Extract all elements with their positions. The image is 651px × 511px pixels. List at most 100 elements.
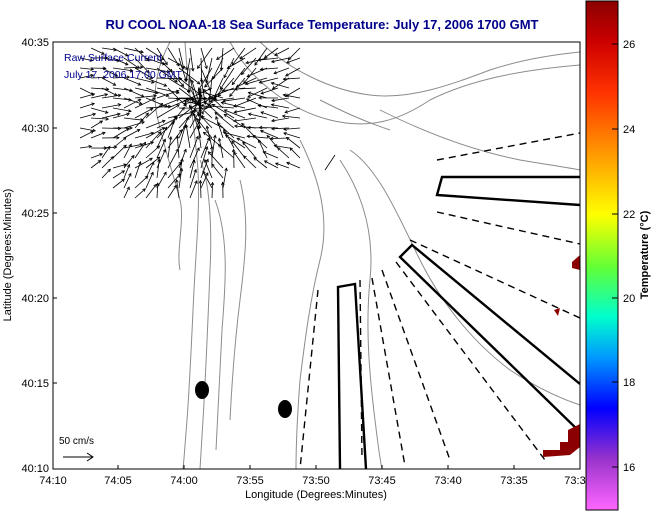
current-vector-arrow	[156, 127, 167, 149]
current-vector-arrow	[178, 116, 190, 139]
current-vector-arrow	[101, 94, 121, 99]
current-vector-arrow	[286, 57, 301, 64]
current-legend-line2: July 17, 2006 17:00 GMT	[64, 69, 182, 81]
current-vector-arrow	[134, 132, 154, 139]
x-tick-marks	[117, 465, 515, 469]
current-vector-arrowhead	[144, 175, 149, 180]
current-vector-arrowhead	[190, 67, 195, 72]
current-vector-arrow	[134, 112, 149, 129]
current-vector-arrowhead	[163, 126, 168, 131]
current-vector-arrowhead	[102, 131, 106, 136]
current-vector-arrow	[194, 109, 213, 129]
current-vector-arrowhead	[273, 70, 278, 75]
current-vector-arrow	[247, 87, 268, 98]
current-vector-arrowhead	[270, 103, 275, 107]
current-vector-arrow	[198, 91, 202, 119]
current-vector-arrowhead	[89, 58, 94, 62]
current-vector-arrow	[189, 105, 202, 129]
current-vector-arrow	[234, 107, 257, 113]
current-vector-arrow	[101, 87, 118, 96]
current-vector-arrow	[79, 74, 94, 79]
current-vector-arrowhead	[155, 182, 160, 186]
current-vector-arrowhead	[187, 97, 192, 101]
current-vector-arrow	[274, 145, 290, 149]
current-vector-arrowhead	[196, 81, 201, 85]
current-vector-arrow	[123, 173, 132, 189]
current-vector-arrow	[123, 155, 135, 169]
current-vector-arrow	[123, 186, 130, 199]
x-tick-label: 74:05	[104, 475, 132, 487]
current-vector-arrow	[285, 87, 301, 97]
current-vector-arrow	[218, 138, 224, 159]
x-tick-label: 73:50	[302, 475, 330, 487]
current-vector-arrow	[112, 128, 130, 139]
current-vector-arrowhead	[233, 87, 238, 91]
current-vector-arrow	[284, 107, 301, 113]
x-tick-label: 73:45	[368, 475, 396, 487]
current-vector-arrowhead	[128, 172, 132, 177]
current-vector-arrow	[123, 77, 141, 86]
current-vector-arrow	[145, 47, 165, 60]
current-vector-arrowhead	[166, 69, 171, 74]
boundary-polygons	[336, 175, 580, 469]
current-vector-arrowhead	[247, 91, 252, 95]
colorbar-tick-label: 24	[623, 124, 635, 136]
current-vector-arrow	[101, 146, 111, 159]
current-vector-arrowhead	[283, 132, 287, 136]
current-vector-arrow	[90, 117, 109, 120]
current-vector-arrow	[188, 67, 191, 93]
current-vector-arrowhead	[214, 111, 219, 116]
current-vector-arrow	[211, 135, 216, 159]
current-vector-arrowhead	[270, 81, 275, 86]
current-vector-arrow	[197, 47, 213, 69]
current-vector-arrow	[134, 157, 153, 169]
current-vector-arrow	[90, 47, 105, 55]
current-vector-arrowhead	[149, 108, 154, 112]
current-vector-arrowhead	[197, 87, 202, 92]
current-vector-arrowhead	[190, 79, 195, 84]
current-vector-arrow	[134, 77, 155, 83]
current-vector-arrowhead	[184, 78, 189, 83]
current-vector-arrowhead	[283, 127, 287, 131]
current-vector-arrowhead	[211, 163, 215, 168]
current-vector-arrow	[101, 104, 121, 109]
current-vector-arrowhead	[91, 102, 96, 106]
current-vector-arrow	[286, 137, 301, 149]
current-vector-arrowhead	[195, 135, 199, 140]
current-vector-arrowhead	[284, 110, 289, 114]
current-vector-arrow	[247, 135, 268, 139]
current-vector-arrow	[134, 142, 146, 159]
current-vector-arrow	[258, 57, 279, 61]
current-vector-arrow	[134, 67, 153, 79]
current-vector-arrow	[145, 57, 166, 65]
current-vector-arrow	[112, 47, 129, 57]
current-vector-arrowhead	[90, 73, 95, 78]
current-vector-arrow	[223, 129, 235, 149]
current-vector-arrow	[112, 164, 127, 169]
current-vector-arrowhead	[101, 51, 105, 55]
current-vector-arrowhead	[274, 162, 279, 166]
colorbar	[585, 0, 619, 511]
current-vector-arrow	[233, 97, 257, 107]
current-vector-arrowhead	[207, 151, 212, 155]
current-vector-arrowhead	[282, 93, 287, 98]
current-vector-arrow	[200, 137, 210, 159]
current-vector-arrowhead	[156, 156, 161, 161]
current-vector-arrow	[145, 131, 161, 149]
current-vector-arrowhead	[129, 126, 133, 130]
current-vector-arrowhead	[175, 134, 180, 139]
current-vector-arrow	[145, 67, 170, 73]
current-vector-arrow	[101, 77, 116, 86]
current-vector-arrow	[79, 67, 94, 70]
current-vector-arrow	[145, 103, 163, 119]
current-vector-arrowhead	[271, 98, 275, 103]
current-vector-arrowhead	[110, 156, 115, 160]
colorbar-tick-label: 16	[623, 462, 635, 474]
current-vector-arrowhead	[216, 122, 221, 126]
current-vector-arrowhead	[223, 74, 227, 79]
current-vector-arrowhead	[289, 147, 293, 151]
current-vector-arrow	[248, 92, 268, 99]
current-vector-arrowhead	[233, 151, 237, 156]
current-vector-arrowhead	[257, 58, 262, 62]
current-vector-arrow	[200, 57, 203, 83]
